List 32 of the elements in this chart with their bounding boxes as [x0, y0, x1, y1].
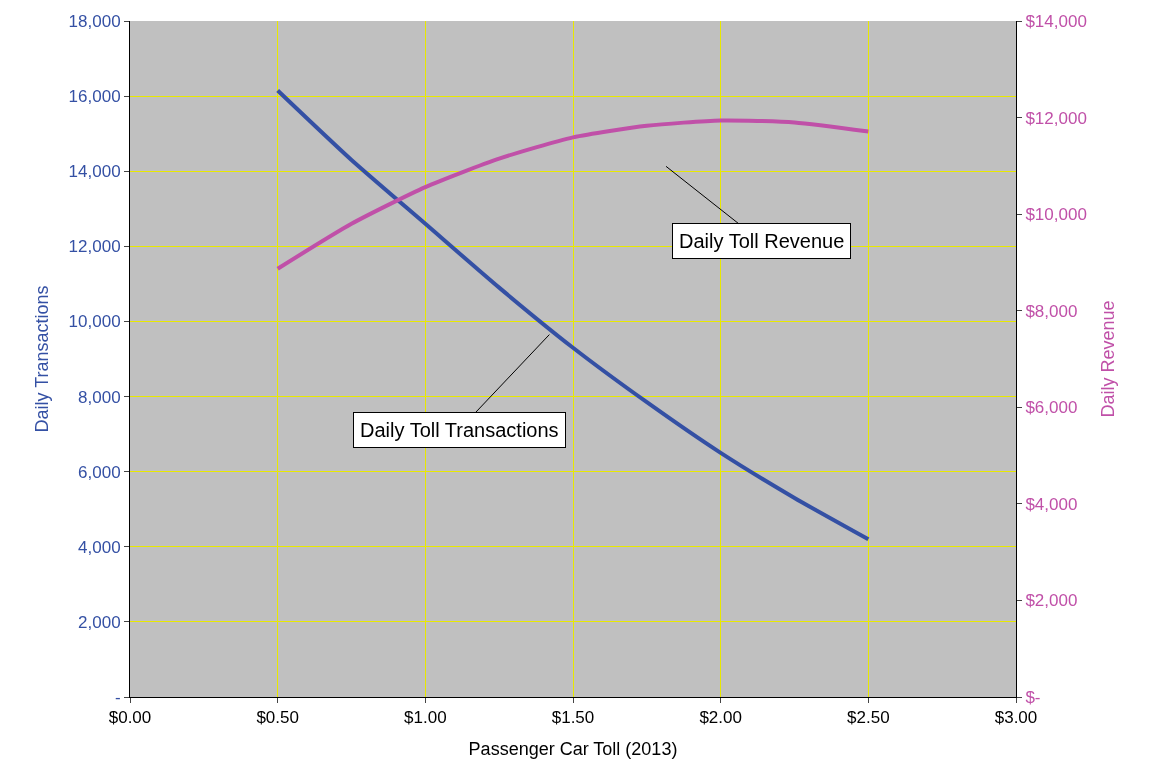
x-tick-label: $0.50 [256, 708, 299, 728]
x-tick-label: $2.00 [699, 708, 742, 728]
y2-tick-label: $12,000 [1025, 108, 1087, 128]
annotation: Daily Toll Transactions [360, 419, 559, 441]
y-tick-label: 2,000 [78, 612, 121, 632]
y-axis-title: Daily Transactions [31, 285, 52, 433]
y2-tick-label: $10,000 [1025, 205, 1087, 225]
y2-axis-title: Daily Revenue [1097, 300, 1118, 418]
line-series [275, 118, 871, 271]
y2-tick-label: $14,000 [1025, 11, 1087, 31]
y-tick-label: - [114, 687, 121, 707]
line-series [275, 88, 871, 542]
y2-tick-label: $- [1025, 687, 1041, 707]
y-tick-label: 12,000 [68, 237, 121, 257]
x-tick-label: $3.00 [994, 708, 1038, 728]
y-tick-label: 4,000 [78, 537, 121, 557]
y2-tick-label: $4,000 [1025, 494, 1078, 514]
y2-tick-label: $2,000 [1025, 591, 1078, 611]
x-tick-label: $2.50 [847, 708, 890, 728]
y-tick-label: 6,000 [78, 462, 121, 482]
y2-tick-label: $6,000 [1025, 398, 1078, 418]
y-tick-label: 14,000 [68, 162, 121, 182]
x-tick-label: $1.00 [404, 708, 447, 728]
y-tick-label: 10,000 [68, 312, 121, 332]
y-tick-label: 8,000 [78, 387, 121, 407]
x-tick-label: $0.00 [108, 708, 152, 728]
y-tick-label: 16,000 [68, 87, 121, 107]
annotation: Daily Toll Revenue [679, 230, 845, 252]
y2-tick-label: $8,000 [1025, 301, 1078, 321]
x-tick-label: $1.50 [551, 708, 595, 728]
y-tick-label: 18,000 [68, 11, 121, 31]
x-axis-title: Passenger Car Toll (2013) [468, 738, 678, 759]
